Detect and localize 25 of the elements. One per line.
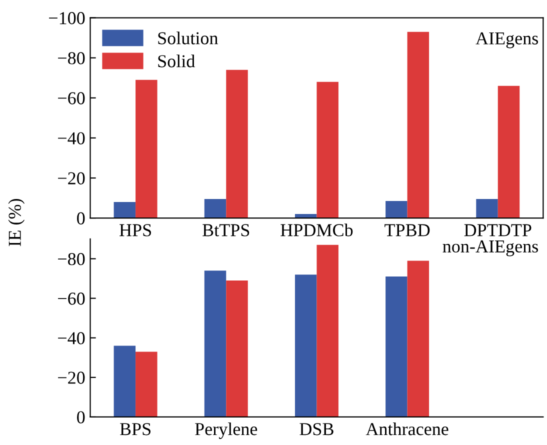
legend-label: Solid: [158, 54, 195, 68]
y-tick-label: 0: [77, 411, 85, 424]
y-tick-label: 0: [77, 212, 85, 224]
x-tick-label: Perylene: [195, 422, 258, 439]
x-tick-label: BtTPS: [202, 224, 250, 236]
x-tick-label: Anthracene: [366, 422, 448, 436]
annotation: AIEgens: [476, 32, 538, 48]
y-tick-label: −40: [58, 332, 85, 344]
y-tick-label: −60: [58, 92, 85, 104]
y-tick-label: −40: [58, 132, 85, 144]
x-tick-label: DPTDTP: [464, 224, 532, 236]
annotation: non-AIEgens: [442, 240, 538, 256]
x-tick-label: HPS: [120, 224, 151, 236]
x-tick-label: TPBD: [384, 224, 430, 236]
y-tick-label: −100: [49, 12, 85, 24]
x-tick-label: BPS: [120, 423, 150, 436]
y-tick-label: −20: [58, 372, 85, 384]
y-tick-label: −20: [58, 172, 85, 184]
y-tick-label: −80: [58, 253, 85, 266]
legend-label: Solution: [158, 32, 218, 44]
x-tick-label: HPDMCb: [280, 224, 353, 236]
y-tick-label: −80: [58, 52, 85, 64]
y-axis-title: IE (%): [8, 198, 25, 246]
x-tick-label: DSB: [300, 423, 334, 436]
y-tick-label: −60: [58, 292, 85, 305]
